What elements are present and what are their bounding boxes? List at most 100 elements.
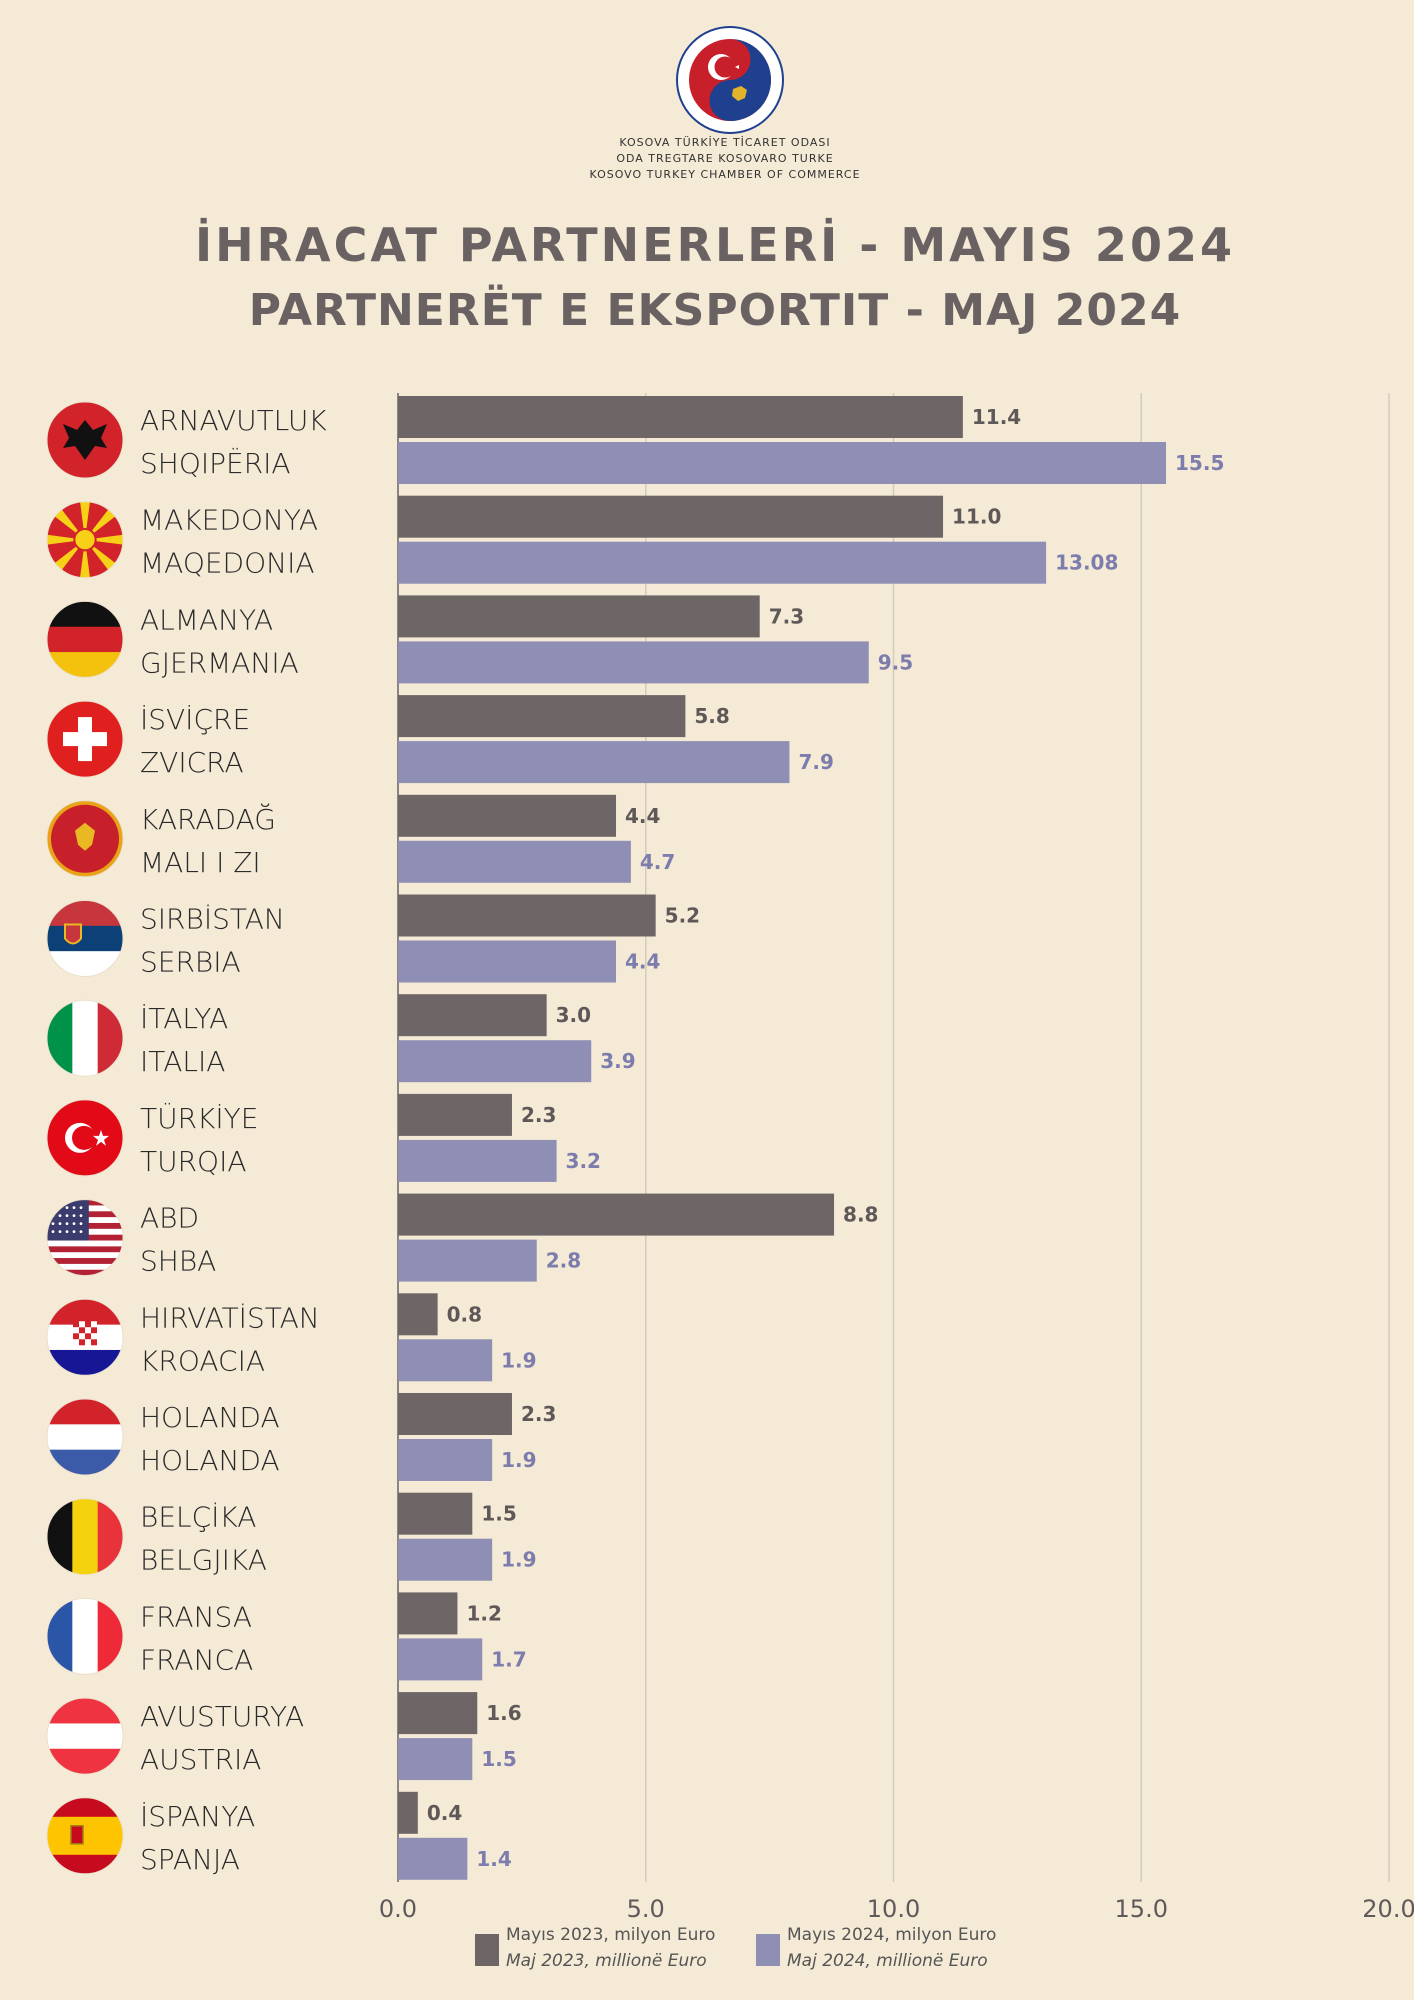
bar-2023 xyxy=(398,1093,512,1136)
country-name-albanian: SERBIA xyxy=(140,946,241,979)
country-name-albanian: ITALIA xyxy=(140,1045,225,1078)
north-macedonia-flag-icon xyxy=(46,501,124,579)
value-label-2023: 5.8 xyxy=(694,704,729,728)
country-row: MAKEDONYA MAQEDONIA xyxy=(46,501,318,580)
value-label-2023: 11.0 xyxy=(952,505,1001,529)
country-name-albanian: KROACIA xyxy=(140,1344,265,1377)
bar-2024 xyxy=(398,1538,493,1581)
country-name-turkish: HIRVATİSTAN xyxy=(140,1301,320,1334)
bar-2024 xyxy=(398,741,790,784)
switzerland-flag-icon xyxy=(46,700,124,778)
value-label-2024: 3.2 xyxy=(566,1149,601,1173)
value-label-2024: 15.5 xyxy=(1175,451,1224,475)
bar-2023 xyxy=(398,695,686,738)
value-label-2024: 9.5 xyxy=(878,650,913,674)
country-name-turkish: SIRBİSTAN xyxy=(140,903,285,936)
country-name-turkish: HOLANDA xyxy=(140,1401,280,1434)
x-tick-label: 20.0 xyxy=(1362,1895,1414,1923)
x-axis-ticks: 0.0 5.0 10.0 15.0 20.0 xyxy=(379,1895,1414,1923)
bar-2024 xyxy=(398,541,1047,584)
value-label-2024: 1.4 xyxy=(476,1847,511,1871)
value-label-2024: 1.9 xyxy=(501,1548,536,1572)
bar-2024 xyxy=(398,1040,592,1083)
country-name-turkish: KARADAĞ xyxy=(140,802,276,836)
country-row: ARNAVUTLUK SHQIPËRIA xyxy=(46,401,327,480)
bar-2024 xyxy=(398,442,1167,484)
country-name-albanian: GJERMANIA xyxy=(140,646,299,679)
x-tick-label: 10.0 xyxy=(867,1895,920,1923)
value-label-2024: 3.9 xyxy=(600,1049,635,1073)
value-label-2023: 0.8 xyxy=(447,1302,482,1326)
bar-2023 xyxy=(398,1393,512,1435)
country-name-turkish: ARNAVUTLUK xyxy=(140,404,327,437)
country-name-turkish: İTALYA xyxy=(140,1002,228,1035)
bar-2024 xyxy=(398,1738,473,1781)
org-name-turkish: KOSOVA TÜRKİYE TİCARET ODASI xyxy=(619,136,831,149)
bar-2023 xyxy=(398,1492,473,1535)
serbia-flag-icon xyxy=(46,900,124,977)
montenegro-flag-icon xyxy=(46,800,124,878)
country-name-albanian: MALI I ZI xyxy=(140,846,261,879)
legend-label-2023-sq: Maj 2023, millionë Euro xyxy=(506,1951,707,1971)
bars: 11.415.511.013.087.39.55.87.94.44.75.24.… xyxy=(398,396,1224,1880)
country-row: FRANSA FRANCA xyxy=(46,1597,253,1676)
bar-2023 xyxy=(398,495,944,538)
bar-2023 xyxy=(398,1692,478,1735)
value-label-2024: 2.8 xyxy=(546,1249,581,1273)
bar-2024 xyxy=(398,1638,483,1681)
bar-2023 xyxy=(398,595,760,638)
country-row: İSVİÇRE ZVICRA xyxy=(46,700,250,779)
bar-2023 xyxy=(398,1193,835,1236)
bar-2023 xyxy=(398,1592,458,1635)
country-row: HOLANDA HOLANDA xyxy=(46,1398,280,1477)
org-name-english: KOSOVO TURKEY CHAMBER OF COMMERCE xyxy=(589,168,861,181)
italy-flag-icon xyxy=(46,999,124,1077)
country-row: ABD SHBA xyxy=(46,1199,216,1278)
country-name-albanian: ZVICRA xyxy=(140,746,244,779)
value-label-2023: 2.3 xyxy=(521,1402,556,1426)
bar-2024 xyxy=(398,1239,537,1282)
country-name-albanian: AUSTRIA xyxy=(140,1743,261,1776)
country-name-turkish: ABD xyxy=(140,1202,199,1235)
value-label-2024: 4.4 xyxy=(625,950,660,974)
value-label-2023: 7.3 xyxy=(769,604,804,628)
legend-label-2024-tr: Mayıs 2024, milyon Euro xyxy=(787,1925,996,1945)
value-label-2023: 3.0 xyxy=(556,1003,591,1027)
bar-2023 xyxy=(398,794,617,837)
country-name-albanian: SPANJA xyxy=(140,1843,240,1876)
country-name-albanian: MAQEDONIA xyxy=(140,547,315,580)
value-label-2024: 13.08 xyxy=(1055,551,1118,575)
country-name-turkish: ALMANYA xyxy=(140,603,273,636)
bar-2024 xyxy=(398,1339,493,1382)
country-row: KARADAĞ MALI I ZI xyxy=(46,800,276,879)
country-name-turkish: TÜRKİYE xyxy=(140,1101,258,1135)
org-name-albanian: ODA TREGTARE KOSOVARO TURKE xyxy=(616,152,834,165)
country-name-turkish: MAKEDONYA xyxy=(140,504,318,537)
x-tick-label: 0.0 xyxy=(379,1895,417,1923)
bar-2023 xyxy=(398,1791,418,1834)
chamber-logo xyxy=(676,26,784,134)
usa-flag-icon xyxy=(46,1199,124,1277)
value-label-2024: 1.7 xyxy=(491,1647,526,1671)
value-label-2024: 7.9 xyxy=(798,750,833,774)
bar-2024 xyxy=(398,1139,557,1182)
country-name-turkish: İSVİÇRE xyxy=(140,703,250,736)
bar-2024 xyxy=(398,840,631,883)
albania-flag-icon xyxy=(46,401,124,479)
legend-swatch-2024 xyxy=(756,1934,780,1966)
bar-2024 xyxy=(398,1439,493,1481)
country-name-albanian: SHQIPËRIA xyxy=(140,447,291,480)
bar-2023 xyxy=(398,994,547,1037)
bar-2024 xyxy=(398,940,617,983)
country-row: İSPANYA SPANJA xyxy=(46,1797,255,1876)
value-label-2023: 0.4 xyxy=(427,1801,462,1825)
value-label-2023: 5.2 xyxy=(665,904,700,928)
country-row: İTALYA ITALIA xyxy=(46,999,228,1078)
legend-label-2023-tr: Mayıs 2023, milyon Euro xyxy=(506,1925,715,1945)
value-label-2023: 1.2 xyxy=(466,1601,501,1625)
bar-2023 xyxy=(398,1293,438,1336)
value-label-2023: 1.5 xyxy=(481,1502,516,1526)
value-label-2023: 11.4 xyxy=(972,405,1021,429)
value-label-2023: 1.6 xyxy=(486,1701,521,1725)
